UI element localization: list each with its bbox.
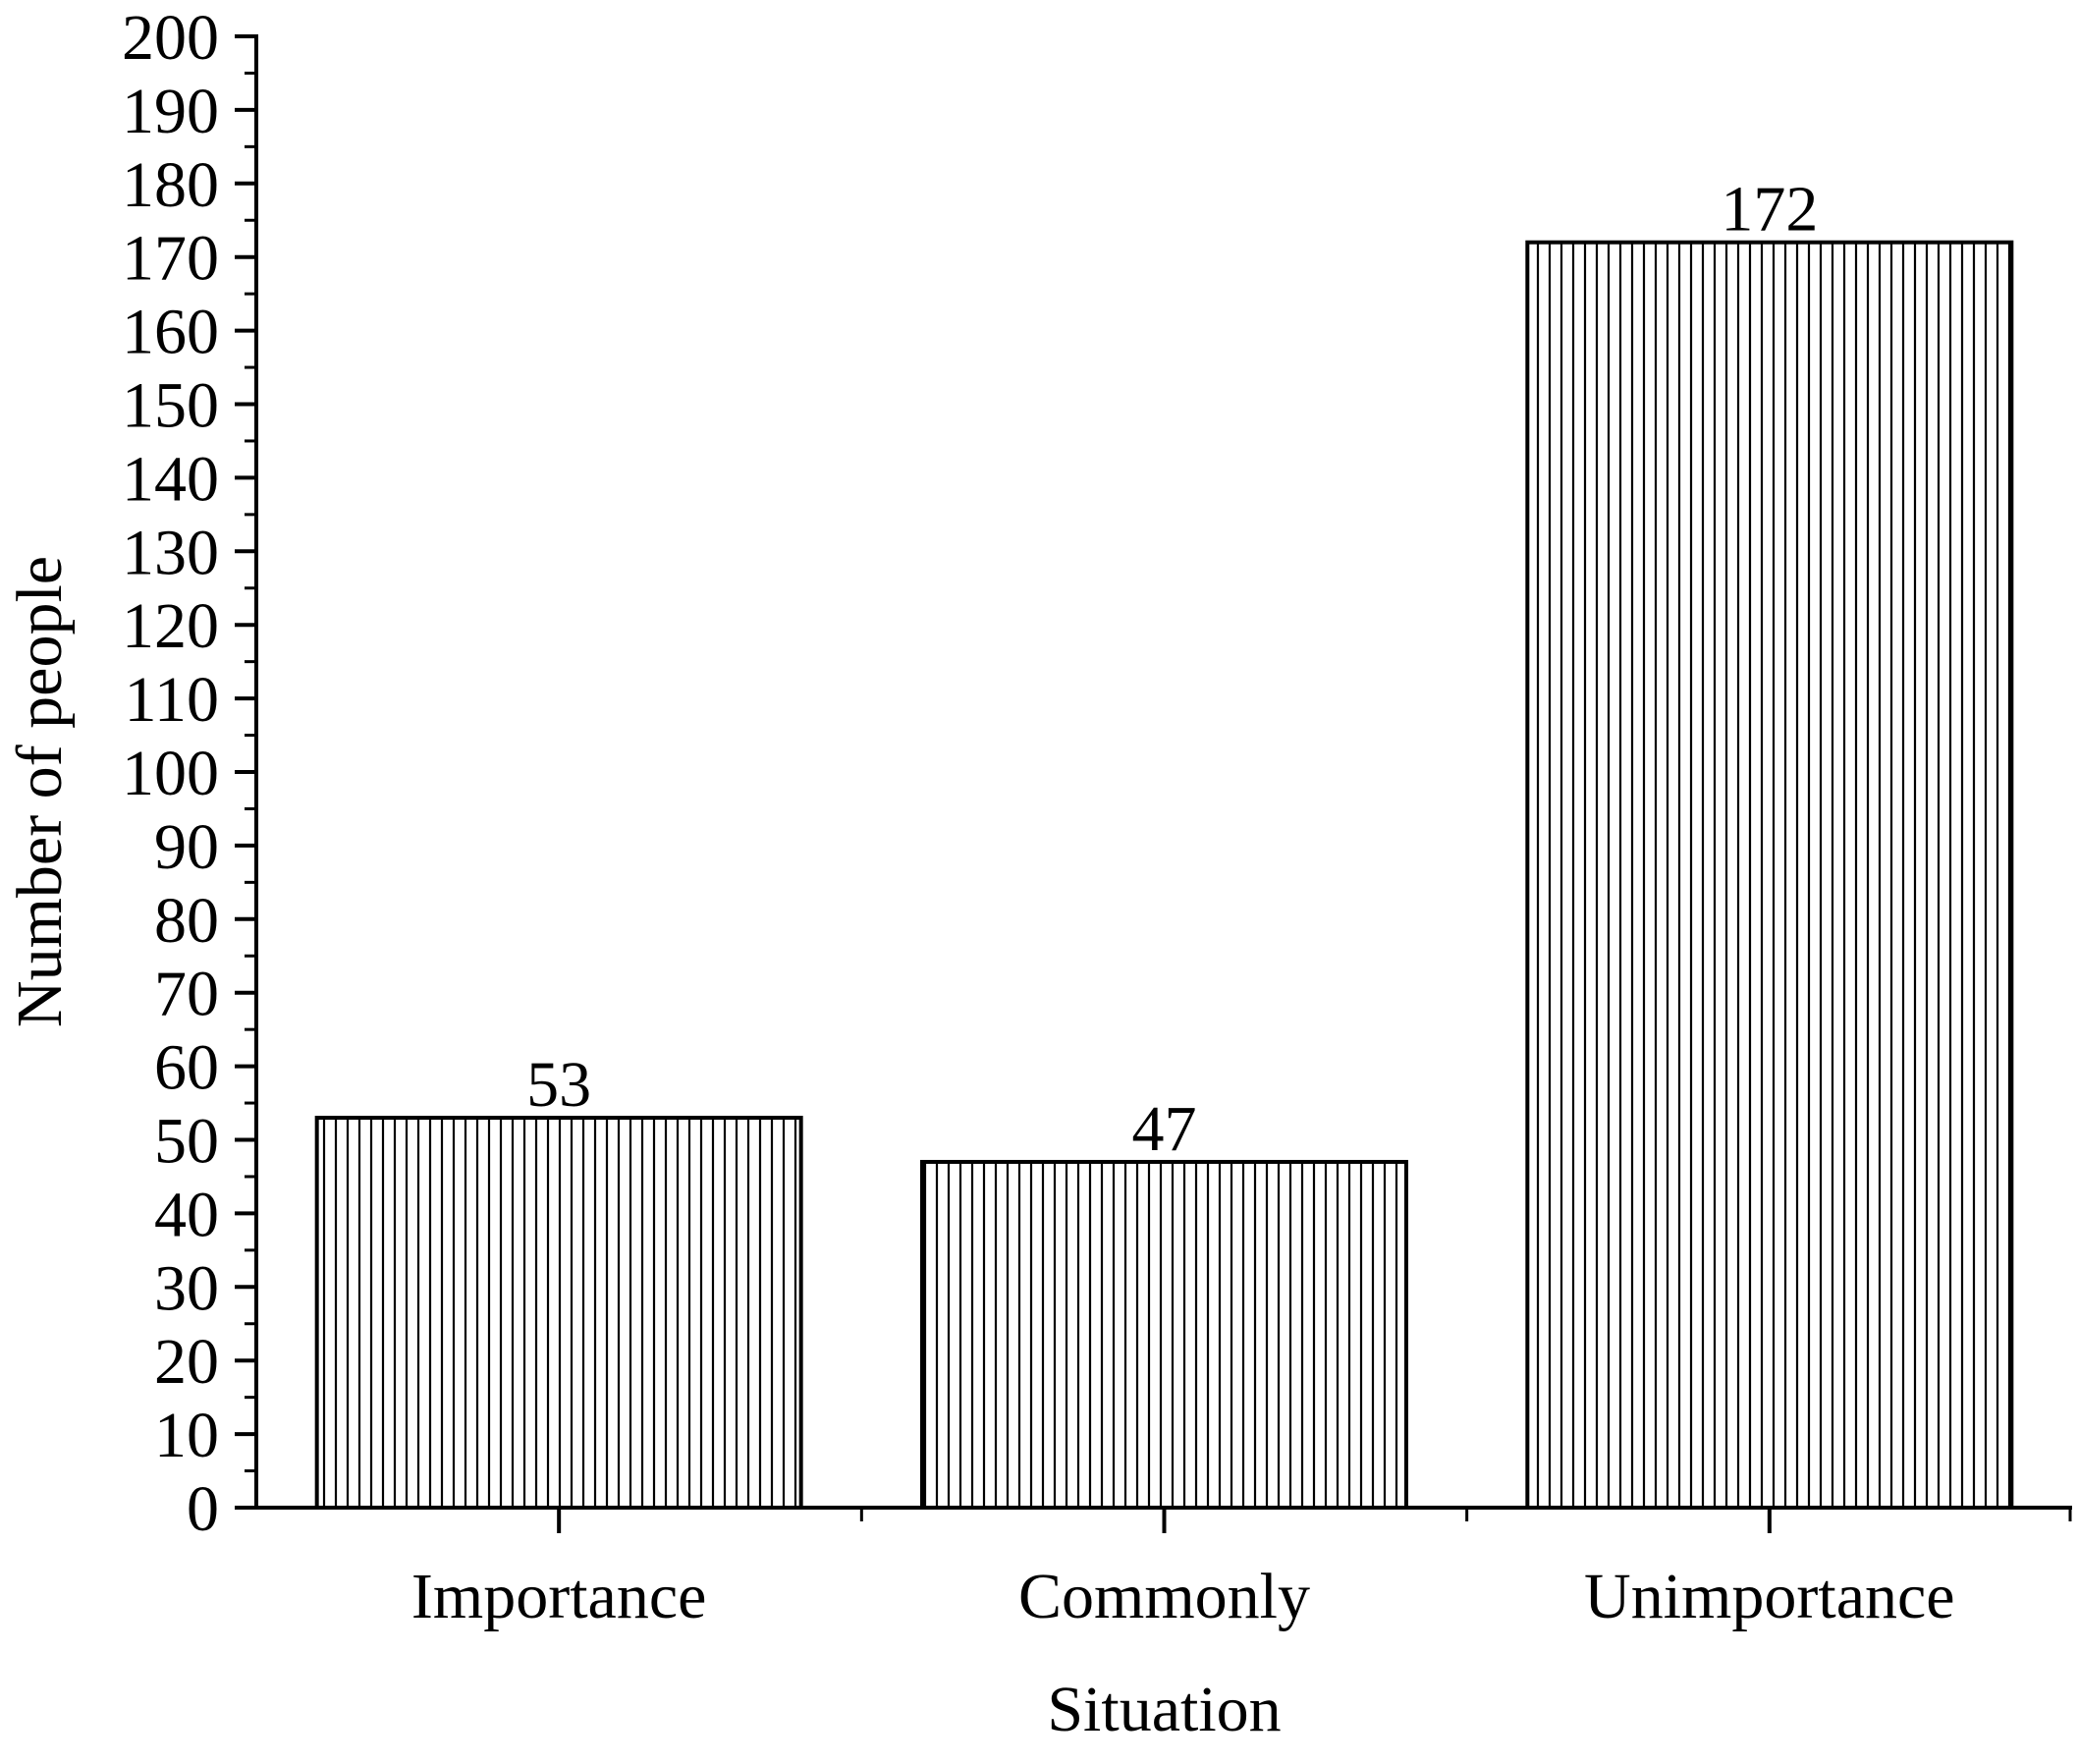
y-tick-label: 160 (122, 297, 219, 368)
y-tick-label: 110 (124, 664, 219, 736)
x-category-label: Importance (411, 1561, 707, 1632)
y-tick-label: 40 (154, 1179, 219, 1250)
y-tick-label: 30 (154, 1252, 219, 1324)
y-tick-label: 100 (122, 738, 219, 809)
y-tick-label: 130 (122, 517, 219, 588)
y-tick-label: 140 (122, 443, 219, 515)
y-axis-ticks: 0102030405060708090100110120130140150160… (122, 2, 256, 1545)
x-axis-title: Situation (1047, 1674, 1281, 1745)
y-tick-label: 70 (154, 959, 219, 1030)
y-tick-label: 20 (154, 1326, 219, 1398)
bar-commonly (920, 1159, 1408, 1510)
y-tick-label: 60 (154, 1032, 219, 1104)
y-tick-label: 10 (154, 1400, 219, 1471)
bar-value-label: 172 (1721, 174, 1818, 246)
bar-importance (314, 1116, 803, 1511)
y-tick-label: 170 (122, 223, 219, 295)
y-tick-label: 120 (122, 590, 219, 662)
x-axis-ticks: Importance Commonly Unimportance (411, 1508, 2072, 1632)
y-tick-label: 80 (154, 885, 219, 957)
y-tick-label: 0 (187, 1473, 219, 1545)
x-category-label: Unimportance (1584, 1561, 1955, 1632)
bar-unimportance (1525, 240, 2014, 1511)
y-tick-label: 90 (154, 811, 219, 883)
bars: 53 47 172 (314, 174, 2014, 1511)
y-tick-label: 150 (122, 370, 219, 442)
bar-value-label: 53 (526, 1049, 591, 1121)
y-tick-label: 180 (122, 149, 219, 221)
axes (254, 34, 2072, 1510)
bar-value-label: 47 (1132, 1093, 1197, 1165)
y-tick-label: 200 (122, 2, 219, 74)
y-tick-label: 190 (122, 76, 219, 147)
x-category-label: Commonly (1018, 1561, 1310, 1632)
y-tick-label: 50 (154, 1106, 219, 1178)
y-axis-title: Number of people (4, 556, 76, 1027)
